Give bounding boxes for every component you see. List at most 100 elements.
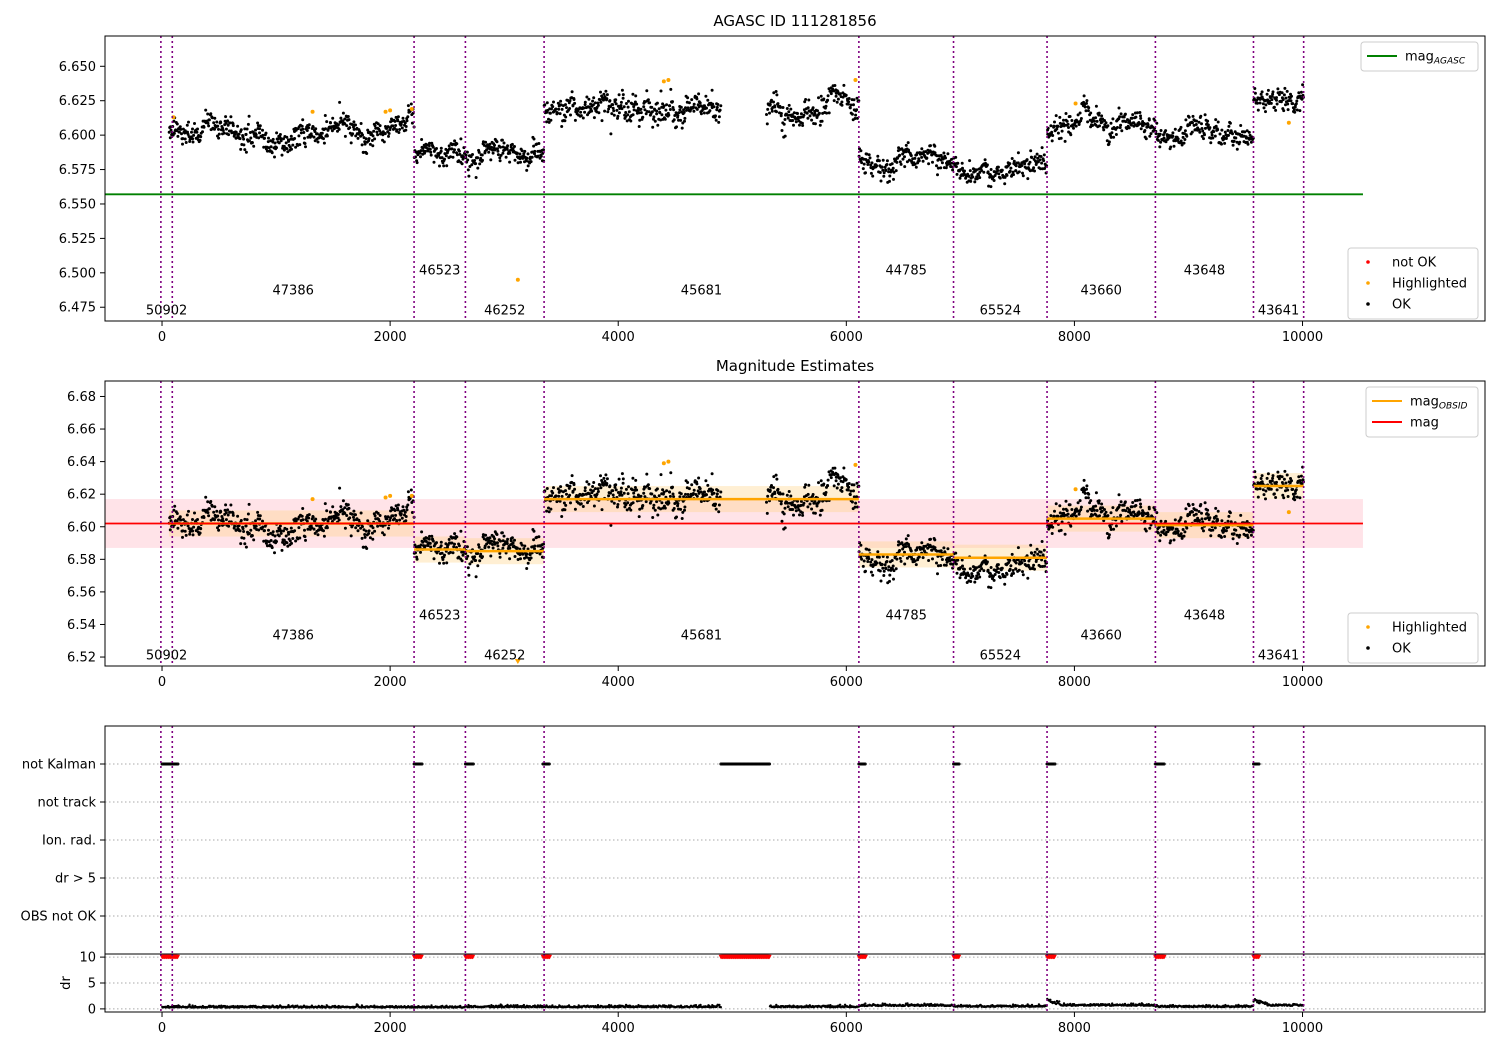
ok-point <box>968 159 972 163</box>
ok-point <box>365 547 369 550</box>
ok-point <box>239 147 243 151</box>
ok-point <box>913 559 917 563</box>
ok-point <box>1118 126 1122 130</box>
ok-point <box>884 169 888 172</box>
ok-point <box>1224 137 1228 140</box>
ok-point <box>394 504 398 508</box>
ok-point <box>598 483 602 487</box>
ok-point <box>1220 519 1224 523</box>
ok-point <box>1137 122 1141 126</box>
ok-point <box>1033 169 1036 173</box>
obsid-label: 50902 <box>146 648 187 663</box>
ok-point <box>231 513 235 517</box>
ok-point <box>582 106 586 110</box>
ok-point <box>496 147 499 151</box>
ok-point <box>270 151 274 155</box>
ok-point <box>621 477 625 481</box>
panel1-title: AGASC ID 111281856 <box>713 12 876 30</box>
ok-point <box>686 106 690 110</box>
ok-point <box>557 494 561 498</box>
ok-point <box>587 97 591 101</box>
ok-point <box>1203 113 1207 117</box>
ok-point <box>551 491 555 495</box>
ok-point <box>206 121 210 125</box>
ok-point <box>1021 174 1025 178</box>
ok-point <box>484 140 488 144</box>
ok-point <box>547 510 551 514</box>
ok-point <box>529 160 533 164</box>
ok-point <box>277 534 281 538</box>
ok-point <box>254 128 257 132</box>
ok-point <box>853 505 857 509</box>
ok-point <box>766 107 770 111</box>
ok-point <box>193 511 196 515</box>
ok-point <box>1098 124 1101 128</box>
ok-point <box>1012 571 1015 575</box>
ok-point <box>883 563 887 567</box>
highlighted-point <box>388 108 393 113</box>
ok-point <box>1203 133 1206 137</box>
ok-point <box>652 117 655 121</box>
ok-point <box>552 486 555 490</box>
ok-point <box>629 119 633 123</box>
ok-point <box>677 111 681 115</box>
ok-point <box>226 508 230 512</box>
ok-point <box>337 518 341 522</box>
ok-point <box>486 143 490 147</box>
ok-point <box>626 501 630 505</box>
ok-point <box>1187 115 1191 119</box>
ok-point <box>816 109 819 113</box>
ok-point <box>1171 134 1175 138</box>
ok-point <box>191 137 195 141</box>
ok-point <box>1114 133 1118 136</box>
ok-point <box>819 479 823 483</box>
ok-point <box>387 132 391 135</box>
ok-point <box>1292 495 1296 499</box>
ok-point <box>487 539 491 542</box>
ok-point <box>513 555 517 558</box>
ok-point <box>394 124 398 127</box>
ok-point <box>652 503 656 507</box>
ok-point <box>518 152 522 156</box>
ok-point <box>247 139 251 143</box>
ok-point <box>343 117 347 121</box>
ok-point <box>279 139 283 143</box>
ok-point <box>396 503 400 507</box>
ok-point <box>207 514 211 518</box>
ok-point <box>217 132 221 136</box>
ok-point <box>849 103 853 107</box>
ok-point <box>404 519 408 523</box>
ok-point <box>334 516 338 520</box>
ok-point <box>604 473 608 477</box>
ok-point <box>1262 493 1266 497</box>
ok-point <box>330 129 334 133</box>
ok-point <box>1085 487 1088 491</box>
ok-point <box>592 116 596 120</box>
ok-point <box>247 532 251 535</box>
ok-point <box>887 565 891 569</box>
ok-point <box>958 176 962 180</box>
ok-point <box>1203 501 1207 505</box>
ok-point <box>191 529 195 533</box>
ok-point <box>626 492 630 496</box>
ok-point <box>884 567 888 571</box>
ok-point <box>360 536 364 540</box>
ok-point <box>401 505 405 509</box>
ok-point <box>570 474 574 478</box>
ok-point <box>341 499 345 503</box>
ok-point <box>1194 512 1198 516</box>
ok-point <box>1079 508 1083 512</box>
ok-point <box>705 493 708 497</box>
ok-point <box>1197 510 1201 513</box>
ok-point <box>525 552 529 556</box>
ok-point <box>844 93 848 97</box>
ok-point <box>913 162 917 166</box>
ok-point <box>579 110 583 114</box>
ok-point <box>515 151 519 155</box>
ok-point <box>386 125 390 129</box>
ok-point <box>415 161 419 165</box>
ok-point <box>239 519 243 522</box>
ok-point <box>794 509 798 513</box>
ok-point <box>853 117 857 120</box>
ok-point <box>1246 142 1250 146</box>
